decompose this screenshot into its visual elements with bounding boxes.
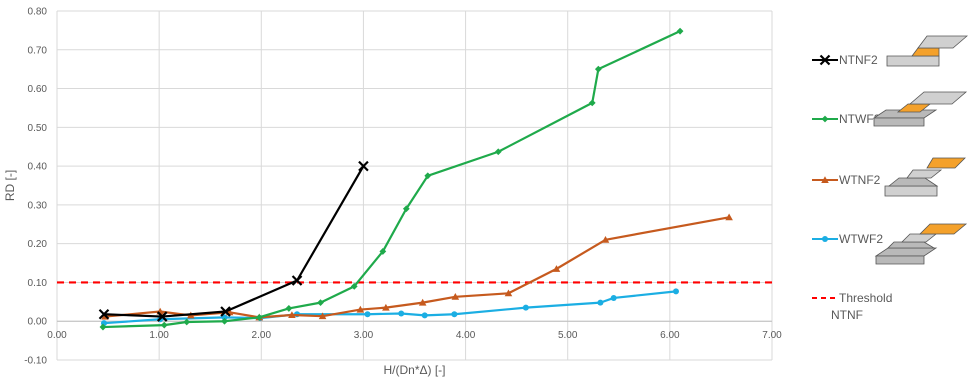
x-tick-label: 7.00	[762, 330, 782, 341]
data-point-wtnf2	[418, 298, 427, 306]
legend-label-4: Threshold NTNF	[831, 291, 892, 322]
data-point-wtnf2	[356, 305, 365, 313]
data-point-ntwf2	[255, 313, 263, 321]
legend-label-2: WTNF2	[839, 173, 881, 187]
data-point-wtwf2	[221, 314, 228, 321]
x-tick-label: 4.00	[456, 330, 476, 341]
y-tick-label: 0.20	[28, 239, 48, 250]
data-point-ntwf2	[183, 318, 191, 326]
y-tick-label: 0.80	[28, 7, 48, 18]
data-point-wtwf2	[672, 288, 679, 295]
data-point-wtnf2	[318, 312, 327, 320]
x-tick-label: 6.00	[660, 330, 680, 341]
legend-marker-2	[821, 176, 829, 183]
data-point-wtwf2	[522, 304, 529, 311]
data-point-ntwf2	[424, 172, 432, 180]
legend-marker-0	[819, 54, 831, 66]
data-point-ntwf2	[402, 205, 410, 213]
x-axis-title: H/(Dn*Δ) [-]	[383, 363, 445, 377]
icon-ntnf2	[886, 35, 968, 67]
y-tick-label: 0.00	[28, 317, 48, 328]
y-tick-label: 0.60	[28, 84, 48, 95]
icon-wtnf2	[884, 157, 966, 197]
data-point-ntwf2	[99, 323, 107, 331]
data-point-ntwf2	[379, 248, 387, 255]
data-point-wtnf2	[552, 265, 561, 272]
data-point-ntnf2	[291, 275, 303, 286]
data-point-ntnf2	[98, 308, 110, 320]
data-point-wtnf2	[382, 303, 390, 311]
x-tick-label: 3.00	[354, 330, 374, 341]
x-tick-label: 0.00	[47, 330, 67, 341]
legend-marker-1	[821, 115, 829, 123]
data-point-wtnf2	[601, 235, 610, 243]
legend-label-0: NTNF2	[839, 53, 878, 67]
legend-label-3: WTWF2	[839, 232, 883, 246]
data-point-wtwf2	[421, 312, 428, 319]
data-point-wtnf2	[288, 311, 296, 319]
data-point-wtwf2	[597, 299, 604, 306]
data-point-wtnf2	[451, 292, 460, 300]
data-point-ntnf2	[220, 306, 231, 317]
data-point-ntnf2	[156, 311, 168, 322]
data-point-ntwf2	[494, 148, 502, 156]
data-point-ntwf2	[676, 27, 684, 35]
legend-label-1: NTWF2	[839, 112, 881, 126]
data-point-wtwf2	[451, 311, 458, 318]
x-tick-label: 2.00	[252, 330, 272, 341]
data-point-ntwf2	[285, 305, 293, 312]
y-tick-label: 0.30	[28, 200, 48, 211]
data-point-wtwf2	[398, 310, 405, 317]
x-tick-label: 5.00	[558, 330, 578, 341]
data-point-ntwf2	[221, 317, 228, 325]
data-point-ntnf2	[358, 160, 369, 172]
y-tick-label: 0.10	[28, 278, 48, 289]
y-tick-label: 0.40	[28, 162, 48, 173]
data-point-ntwf2	[594, 65, 602, 73]
data-point-wtwf2	[610, 294, 617, 301]
data-point-wtnf2	[725, 213, 733, 221]
data-point-wtnf2	[504, 289, 513, 297]
data-point-ntwf2	[317, 299, 324, 307]
y-axis-title: RD [-]	[3, 170, 17, 201]
data-point-wtwf2	[364, 311, 371, 318]
data-point-ntwf2	[588, 99, 596, 107]
icon-wtwf2	[874, 223, 968, 265]
data-point-ntwf2	[350, 282, 358, 290]
y-tick-label: 0.70	[28, 45, 48, 56]
x-tick-label: 1.00	[149, 330, 169, 341]
icon-ntwf2	[872, 91, 968, 127]
plot-area	[57, 11, 772, 360]
data-point-ntwf2	[160, 321, 168, 329]
legend-marker-3	[822, 236, 828, 242]
y-tick-label: -0.10	[24, 356, 47, 367]
y-tick-label: 0.50	[28, 123, 48, 134]
